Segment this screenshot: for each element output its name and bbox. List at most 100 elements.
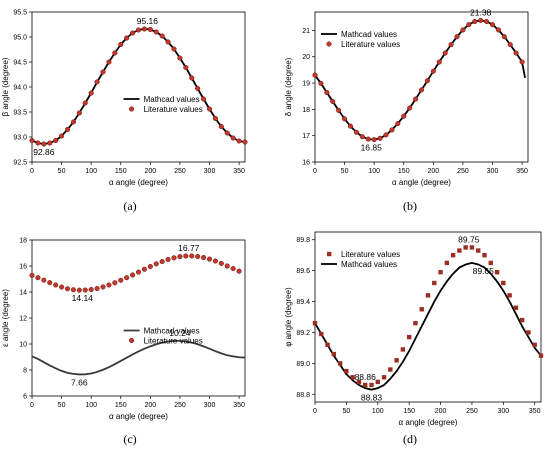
literature-point [324, 89, 330, 96]
literature-point [218, 260, 224, 266]
literature-point [507, 42, 513, 48]
x-tick-label: 300 [204, 402, 216, 409]
literature-point [118, 41, 124, 48]
data-label: 89.75 [458, 234, 480, 244]
y-tick-label: 16 [19, 264, 27, 271]
chart-panel-a: 0 50 100 150 200 250 300 350 92.5 93.0 93.5 94.0 94.… [1, 10, 248, 213]
literature-point [350, 375, 355, 380]
series-line-mathcad [31, 28, 246, 145]
literature-point [94, 79, 100, 85]
literature-point [106, 59, 112, 65]
literature-point [159, 33, 165, 39]
chart-panel-c: 0 50 100 150 200 250 300 350 6 8 10 12 14 16 18 α angle… [1, 238, 246, 446]
y-tick-label: 88.8 [296, 392, 310, 399]
literature-point [383, 132, 389, 138]
literature-point [457, 248, 462, 253]
literature-point [400, 347, 406, 352]
literature-point [159, 259, 165, 265]
y-tick-label: 18 [302, 107, 310, 114]
x-tick-label: 0 [313, 408, 317, 415]
x-tick-label: 50 [342, 408, 350, 415]
y-tick-label: 94.5 [13, 60, 27, 67]
literature-point [507, 293, 512, 298]
literature-point [501, 280, 506, 286]
panel-caption: (c) [123, 432, 136, 446]
x-tick-label: 150 [115, 168, 127, 175]
literature-point [212, 115, 218, 122]
x-tick-label: 300 [487, 168, 499, 175]
x-tick-label: 150 [115, 402, 127, 409]
y-tick-label: 89.0 [296, 361, 310, 368]
x-tick-label: 0 [313, 168, 317, 175]
series-line-mathcad [314, 261, 542, 391]
literature-point [389, 127, 395, 133]
y-tick-label: 89.8 [296, 237, 310, 244]
literature-point [189, 75, 195, 81]
y-tick-label: 95.0 [13, 35, 27, 42]
literature-point [165, 39, 171, 45]
data-label: 21.38 [470, 7, 492, 17]
literature-point [94, 285, 100, 292]
literature-point [401, 113, 407, 119]
y-tick-label: 18 [19, 238, 27, 245]
literature-point [41, 141, 47, 147]
literature-point [488, 260, 493, 266]
literature-point [201, 254, 207, 261]
y-tick-label: 93.5 [13, 110, 27, 117]
data-label: 92.86 [33, 147, 55, 157]
y-tick-label: 21 [302, 28, 310, 35]
literature-point [430, 68, 436, 74]
literature-point [369, 382, 374, 388]
literature-point [106, 282, 112, 288]
literature-point [336, 107, 342, 113]
literature-point [82, 100, 88, 106]
literature-point [319, 331, 324, 337]
literature-point [53, 282, 59, 288]
literature-point [59, 133, 65, 139]
literature-point [454, 34, 460, 40]
literature-point [519, 59, 525, 65]
data-label: 89.65 [473, 266, 495, 276]
y-tick-label: 12 [19, 316, 27, 323]
x-tick-label: 150 [398, 168, 410, 175]
x-tick-label: 350 [233, 402, 245, 409]
x-tick-label: 0 [30, 168, 34, 175]
literature-point [224, 263, 230, 269]
literature-point [177, 55, 183, 61]
literature-point [413, 96, 419, 102]
literature-point [112, 280, 118, 286]
x-tick-label: 200 [144, 402, 156, 409]
literature-point [466, 22, 472, 28]
x-tick-label: 50 [58, 402, 66, 409]
literature-point [47, 280, 53, 286]
y-axis-label: β angle (degree) [1, 57, 10, 116]
x-tick-label: 250 [466, 408, 478, 415]
literature-point [407, 105, 413, 111]
literature-point [363, 382, 368, 388]
data-label: 95.16 [137, 16, 159, 26]
literature-point [424, 78, 430, 84]
literature-point [183, 64, 189, 71]
literature-point [419, 307, 424, 312]
literature-point [236, 138, 242, 144]
literature-point [147, 263, 153, 270]
literature-point [337, 361, 343, 366]
literature-point [153, 261, 159, 267]
literature-point [29, 272, 35, 278]
literature-point [418, 87, 425, 93]
x-tick-label: 200 [427, 168, 439, 175]
x-tick-label: 300 [204, 168, 216, 175]
y-tick-label: 89.4 [296, 299, 310, 306]
x-axis-label: α angle (degree) [392, 178, 451, 187]
literature-point [76, 287, 82, 293]
plot-frame [314, 231, 542, 403]
literature-point [460, 27, 466, 33]
y-tick-label: 8 [23, 368, 27, 375]
x-tick-label: 0 [30, 402, 34, 409]
literature-point [513, 305, 519, 310]
y-tick-label: 20 [302, 54, 310, 61]
y-tick-label: 89.6 [296, 268, 310, 275]
literature-point [47, 140, 53, 146]
literature-point [201, 96, 207, 102]
legend-label-literature: Literature values [341, 40, 400, 49]
